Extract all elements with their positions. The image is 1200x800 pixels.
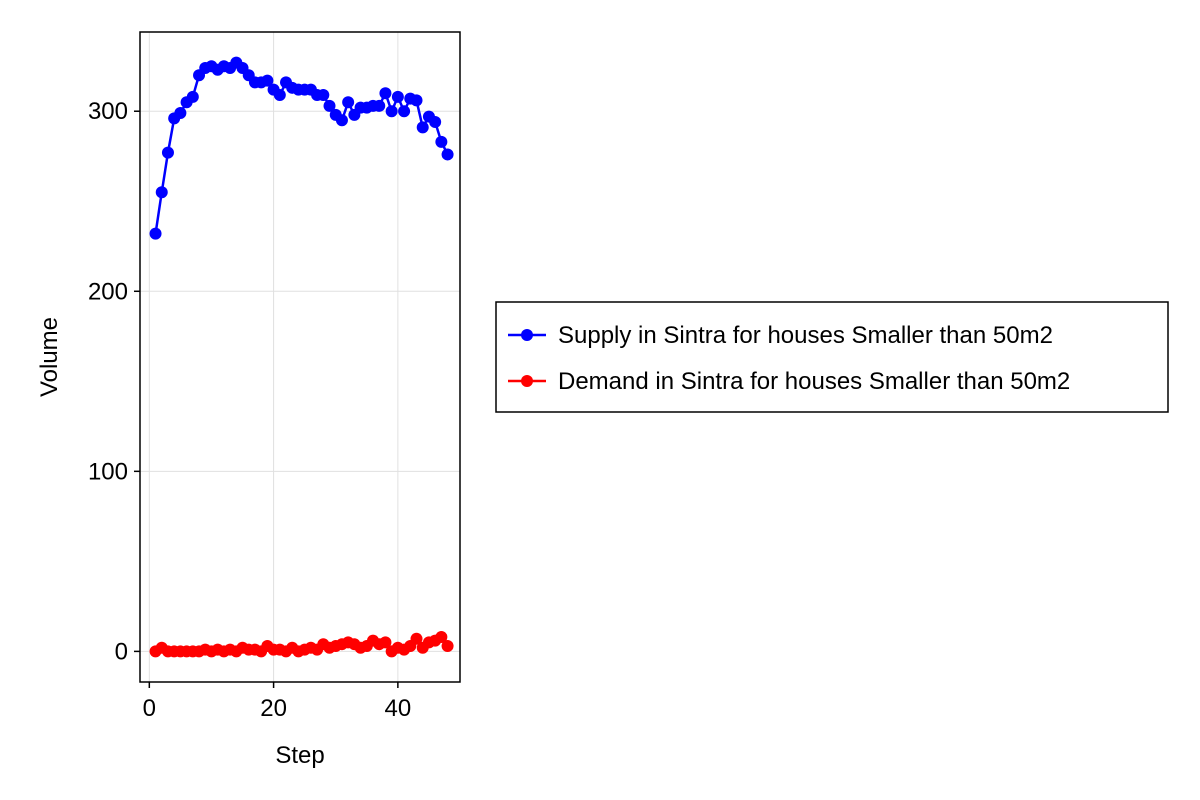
legend-marker xyxy=(521,329,533,341)
legend: Supply in Sintra for houses Smaller than… xyxy=(495,301,1169,413)
data-point xyxy=(261,74,274,87)
legend-item-1: Supply in Sintra for houses Smaller than… xyxy=(508,322,1053,349)
x-tick-label: 20 xyxy=(260,695,287,722)
y-tick-label: 300 xyxy=(88,98,128,125)
y-axis-ticks: 0 100 200 300 xyxy=(88,98,140,665)
data-point xyxy=(174,107,187,120)
data-point xyxy=(385,105,398,118)
data-point xyxy=(335,114,348,127)
legend-box xyxy=(495,301,1169,413)
data-point xyxy=(342,96,355,109)
x-tick-label: 0 xyxy=(143,695,156,722)
legend-item-2: Demand in Sintra for houses Smaller than… xyxy=(508,368,1070,395)
legend-label: Demand in Sintra for houses Smaller than… xyxy=(558,368,1070,395)
data-point xyxy=(441,148,454,161)
plot-frame xyxy=(139,31,461,683)
data-point xyxy=(273,89,286,102)
data-point xyxy=(410,94,423,107)
data-point xyxy=(155,186,168,199)
legend-items: Supply in Sintra for houses Smaller than… xyxy=(508,322,1070,395)
data-point xyxy=(317,89,330,102)
data-point xyxy=(410,632,423,645)
data-point xyxy=(323,99,336,112)
x-tick-label: 40 xyxy=(385,695,412,722)
data-point xyxy=(373,99,386,112)
data-point xyxy=(149,227,162,240)
y-tick-label: 0 xyxy=(115,638,128,665)
legend-marker xyxy=(521,375,533,387)
data-point xyxy=(379,87,392,100)
grid-lines xyxy=(140,32,460,682)
data-point xyxy=(441,639,454,652)
data-point xyxy=(379,636,392,649)
y-axis-label: Volume xyxy=(36,317,63,397)
series-1 xyxy=(149,56,454,240)
data-point xyxy=(398,105,411,118)
series-2 xyxy=(149,630,454,658)
x-axis-label: Step xyxy=(275,742,324,769)
series-layer xyxy=(149,56,454,658)
data-point xyxy=(186,90,199,103)
x-axis-ticks: 0 20 40 xyxy=(143,682,412,722)
y-tick-label: 200 xyxy=(88,278,128,305)
legend-label: Supply in Sintra for houses Smaller than… xyxy=(558,322,1053,349)
data-point xyxy=(435,630,448,643)
data-point xyxy=(416,121,429,134)
data-point xyxy=(429,116,442,129)
y-tick-label: 100 xyxy=(88,458,128,485)
data-point xyxy=(161,146,174,159)
data-point xyxy=(435,135,448,148)
data-point xyxy=(391,90,404,103)
